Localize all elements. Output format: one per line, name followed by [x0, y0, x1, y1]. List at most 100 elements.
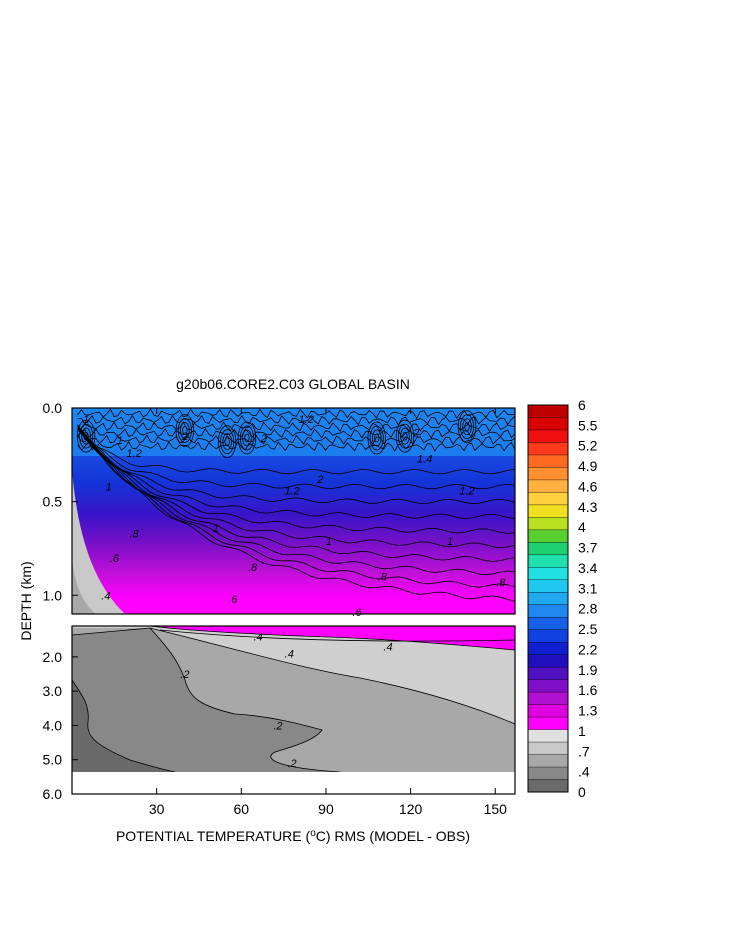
- colorbar-swatch: [528, 779, 568, 793]
- colorbar-label: 5.2: [578, 438, 598, 454]
- eddy-contour: [369, 425, 384, 451]
- y-axis-label: DEPTH (km): [18, 561, 34, 640]
- colorbar-swatch: [528, 405, 568, 418]
- surface-band: [72, 408, 515, 456]
- y-tick-label: 2.0: [43, 649, 63, 665]
- contour-label: .8: [129, 528, 139, 540]
- colorbar-swatch: [528, 654, 568, 668]
- contour-label: 1.2: [126, 448, 141, 460]
- colorbar-swatch: [528, 467, 568, 481]
- colorbar-label: 0: [578, 784, 586, 800]
- x-axis-label: POTENTIAL TEMPERATURE (oC) RMS (MODEL - …: [116, 828, 470, 844]
- colorbar-swatch: [528, 604, 568, 618]
- eddy-contour: [81, 427, 91, 445]
- contour-line: [77, 428, 516, 475]
- contour-line: [77, 429, 516, 490]
- contour-label: 1: [326, 536, 332, 548]
- x-tick-label: 90: [318, 801, 334, 817]
- x-tick-label: 60: [234, 801, 250, 817]
- colorbar-label: 3.1: [578, 580, 598, 596]
- lower-contour-labels: .4 .4 .4 .2 .2 .2: [180, 631, 392, 770]
- colorbar-swatch: [528, 554, 568, 568]
- eddy-contour: [83, 431, 89, 441]
- colorbar-label: 3.7: [578, 540, 598, 556]
- colorbar-swatch: [528, 767, 568, 781]
- eddy-contour: [79, 423, 94, 449]
- contour-label: 2: [260, 433, 267, 445]
- colorbar-label: 1.9: [578, 662, 598, 678]
- corner-gray-region: [72, 470, 125, 614]
- colorbar-swatch: [528, 742, 568, 756]
- contour-label: .6: [352, 607, 362, 619]
- eddy-contour: [175, 414, 195, 447]
- contour-line: [77, 424, 516, 534]
- colorbar-swatch: [528, 417, 568, 431]
- colorbar-label: 4.9: [578, 458, 598, 474]
- eddy-contour: [177, 418, 192, 443]
- contour-label: 1.2: [284, 485, 299, 497]
- contour-label: 1: [447, 536, 453, 548]
- colorbar-swatch: [528, 617, 568, 631]
- colorbar-swatch: [528, 667, 568, 681]
- eddy-contour: [237, 421, 257, 455]
- colorbar-swatch: [528, 579, 568, 593]
- eddy-contour: [367, 421, 386, 455]
- eddy-contour: [397, 423, 412, 449]
- contour-label: .2: [273, 720, 282, 732]
- surface-contour-line: [77, 414, 516, 426]
- colorbar-label: 2.8: [578, 601, 598, 617]
- eddy-contour: [239, 425, 254, 451]
- colorbar-frame: [527, 404, 569, 793]
- lower-dark-region: [72, 680, 175, 772]
- contour-label: .8: [378, 572, 388, 584]
- colorbar: 6 5.5 5.2 4.9 4.6 4.3 4 3.7 3.4 3.1 2.8 2.5 2.2 1.9 1.…: [527, 397, 598, 800]
- colorbar-swatch: [528, 504, 568, 518]
- contour-label: 1: [117, 435, 123, 447]
- lower-frame: [71, 625, 516, 795]
- eddy-contour: [457, 410, 477, 444]
- colorbar-swatch: [528, 642, 568, 656]
- contour-label: .6: [110, 553, 120, 565]
- upper-frame: [71, 407, 516, 615]
- colorbar-swatch: [528, 454, 568, 468]
- eddy-contour: [180, 422, 190, 439]
- y-tick-label: 4.0: [43, 717, 63, 733]
- y-tick-label: 1.0: [43, 587, 63, 603]
- chart-title: g20b06.CORE2.C03 GLOBAL BASIN: [176, 376, 410, 392]
- colorbar-swatch: [528, 592, 568, 606]
- y-tick-label: 0.0: [43, 400, 63, 416]
- colorbar-label: .7: [578, 743, 590, 759]
- colorbar-label: 2.5: [578, 621, 598, 637]
- eddy-contour: [464, 422, 470, 432]
- contour-label: .6: [228, 594, 238, 606]
- contour-line: [77, 428, 516, 576]
- surface-contour-line: [77, 408, 516, 420]
- contour-label: .8: [248, 562, 258, 574]
- lower-magenta-region: [150, 626, 515, 650]
- contour-label: 2: [412, 427, 419, 439]
- colorbar-swatch: [528, 717, 568, 731]
- colorbar-swatch: [528, 429, 568, 443]
- contour-label: 2: [316, 474, 323, 486]
- colorbar-swatch: [528, 729, 568, 743]
- eddy-contour: [402, 431, 408, 441]
- contour-label: 2: [181, 431, 188, 443]
- contour-label: .4: [254, 631, 263, 643]
- contour-label: 1.4: [417, 454, 432, 466]
- colorbar-label: 1.3: [578, 703, 598, 719]
- lower-missing-band: [72, 772, 515, 794]
- colorbar-label: 4: [578, 519, 586, 535]
- contour-label: 1.2: [459, 485, 474, 497]
- colorbar-swatch: [528, 442, 568, 456]
- colorbar-swatch: [528, 492, 568, 506]
- contour-line: [77, 427, 516, 505]
- colorbar-label: 4.6: [578, 478, 598, 494]
- contour-label: 1: [83, 414, 89, 426]
- colorbar-swatch: [528, 754, 568, 768]
- contour-label: .8: [496, 577, 506, 589]
- eddy-contour: [244, 433, 250, 443]
- eddy-contour: [224, 437, 230, 447]
- colorbar-label: 3.4: [578, 560, 598, 576]
